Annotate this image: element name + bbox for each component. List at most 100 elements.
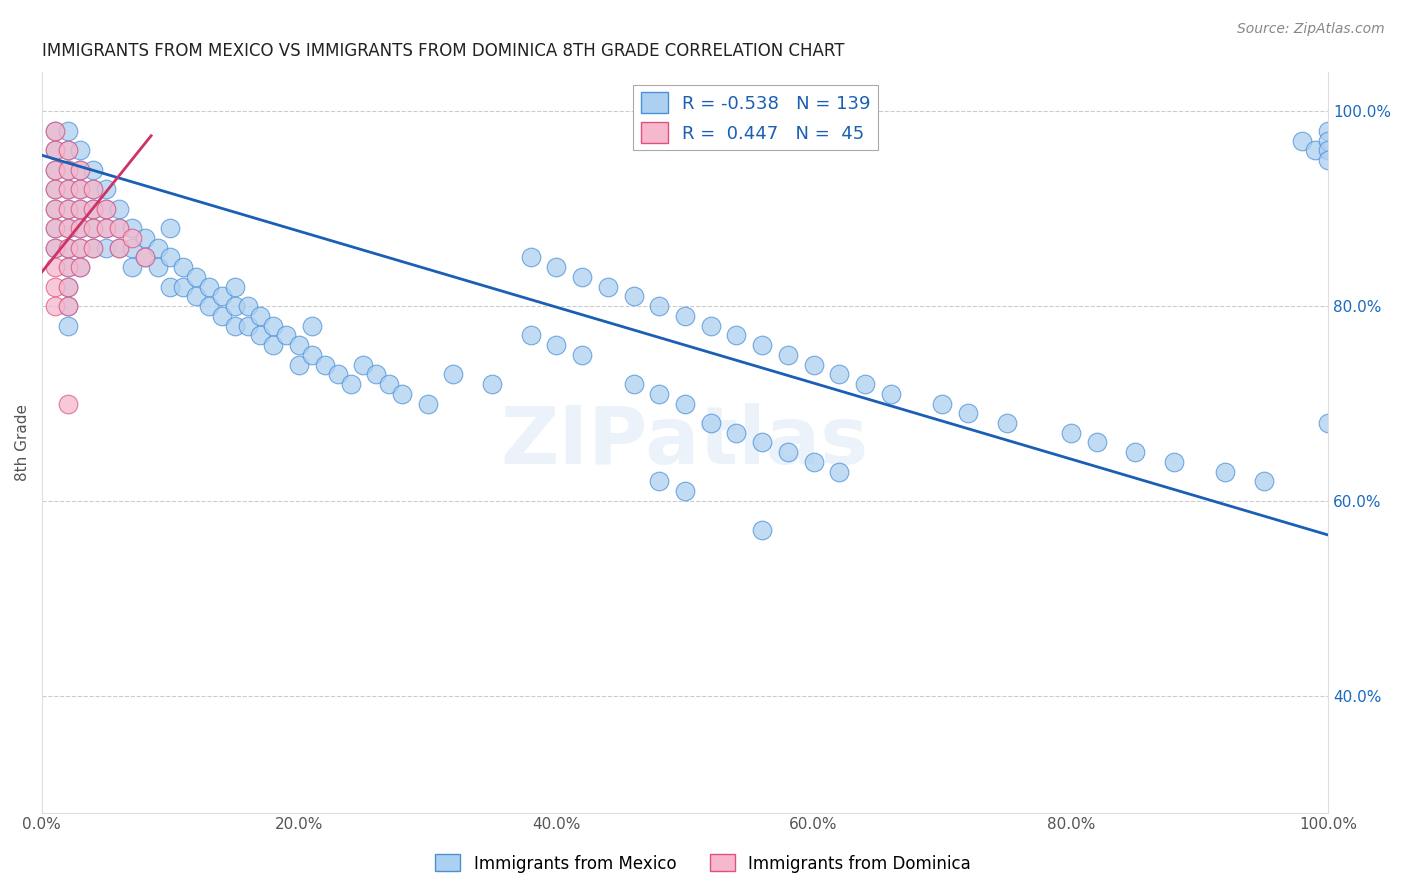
Point — [673, 484, 696, 499]
Point — [82, 241, 104, 255]
Point — [673, 309, 696, 323]
Point — [236, 318, 259, 333]
Point — [56, 318, 79, 333]
Point — [224, 299, 246, 313]
Point — [623, 377, 645, 392]
Point — [1317, 134, 1340, 148]
Point — [56, 162, 79, 177]
Point — [44, 299, 66, 313]
Point — [44, 182, 66, 196]
Point — [828, 368, 851, 382]
Point — [56, 241, 79, 255]
Point — [82, 241, 104, 255]
Point — [56, 124, 79, 138]
Point — [262, 318, 284, 333]
Point — [276, 328, 298, 343]
Point — [725, 425, 748, 440]
Point — [69, 221, 91, 235]
Point — [1213, 465, 1236, 479]
Point — [56, 221, 79, 235]
Point — [326, 368, 349, 382]
Point — [44, 241, 66, 255]
Point — [366, 368, 388, 382]
Point — [56, 182, 79, 196]
Point — [481, 377, 503, 392]
Point — [1123, 445, 1146, 459]
Point — [56, 144, 79, 158]
Point — [69, 221, 91, 235]
Point — [69, 260, 91, 275]
Point — [94, 221, 117, 235]
Point — [94, 202, 117, 216]
Point — [751, 338, 773, 352]
Point — [288, 338, 311, 352]
Point — [198, 279, 221, 293]
Point — [56, 202, 79, 216]
Point — [751, 523, 773, 537]
Point — [596, 279, 619, 293]
Point — [56, 279, 79, 293]
Point — [546, 260, 568, 275]
Point — [1317, 144, 1340, 158]
Point — [519, 251, 541, 265]
Point — [1317, 124, 1340, 138]
Point — [673, 396, 696, 410]
Point — [224, 279, 246, 293]
Point — [1085, 435, 1108, 450]
Point — [288, 358, 311, 372]
Point — [172, 279, 194, 293]
Point — [121, 221, 143, 235]
Point — [82, 202, 104, 216]
Point — [108, 221, 131, 235]
Point — [69, 162, 91, 177]
Point — [441, 368, 464, 382]
Point — [69, 202, 91, 216]
Point — [134, 251, 156, 265]
Point — [1253, 475, 1275, 489]
Point — [56, 299, 79, 313]
Point — [56, 260, 79, 275]
Point — [121, 231, 143, 245]
Text: Source: ZipAtlas.com: Source: ZipAtlas.com — [1237, 22, 1385, 37]
Point — [699, 318, 721, 333]
Point — [391, 386, 413, 401]
Point — [378, 377, 401, 392]
Point — [108, 241, 131, 255]
Point — [931, 396, 953, 410]
Point — [69, 144, 91, 158]
Point — [121, 260, 143, 275]
Point — [44, 144, 66, 158]
Point — [56, 279, 79, 293]
Point — [94, 221, 117, 235]
Point — [339, 377, 361, 392]
Point — [44, 124, 66, 138]
Point — [519, 328, 541, 343]
Point — [648, 299, 671, 313]
Point — [314, 358, 336, 372]
Point — [751, 435, 773, 450]
Point — [82, 162, 104, 177]
Point — [725, 328, 748, 343]
Point — [44, 162, 66, 177]
Point — [880, 386, 903, 401]
Point — [44, 182, 66, 196]
Point — [121, 241, 143, 255]
Point — [146, 260, 169, 275]
Point — [301, 318, 323, 333]
Point — [416, 396, 439, 410]
Point — [134, 231, 156, 245]
Point — [69, 241, 91, 255]
Point — [82, 182, 104, 196]
Point — [108, 241, 131, 255]
Point — [776, 348, 799, 362]
Point — [56, 162, 79, 177]
Point — [56, 241, 79, 255]
Point — [56, 221, 79, 235]
Point — [828, 465, 851, 479]
Point — [69, 182, 91, 196]
Point — [44, 144, 66, 158]
Point — [56, 182, 79, 196]
Point — [623, 289, 645, 303]
Point — [159, 279, 181, 293]
Legend: R = -0.538   N = 139, R =  0.447   N =  45: R = -0.538 N = 139, R = 0.447 N = 45 — [634, 85, 877, 151]
